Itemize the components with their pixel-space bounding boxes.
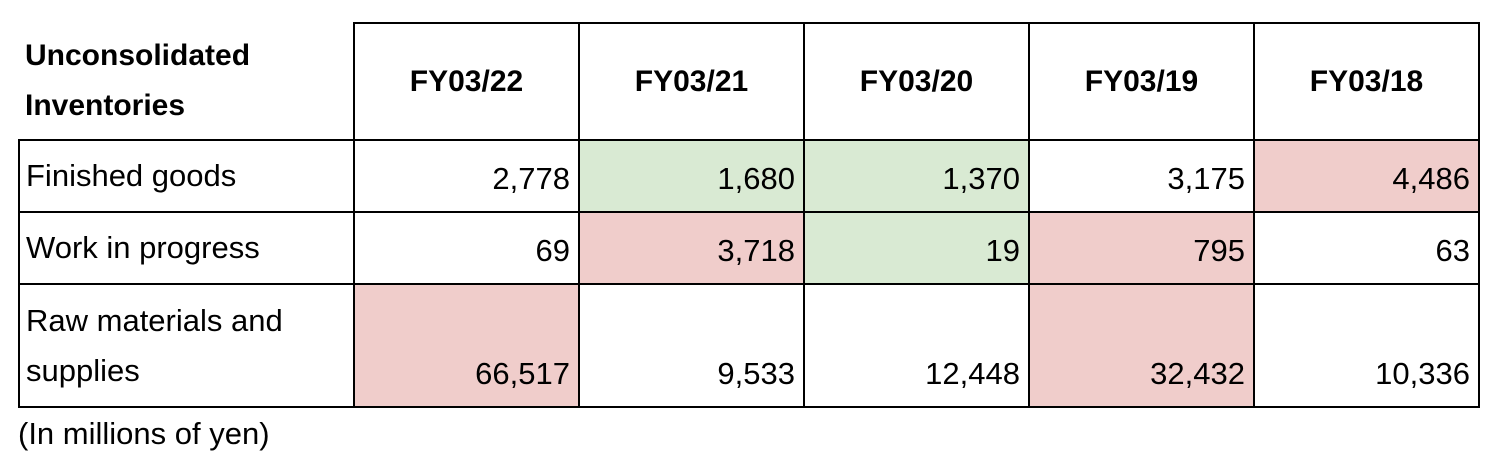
value-cell: 3,718 — [578, 211, 805, 285]
value-cell: 795 — [1028, 211, 1255, 285]
value-cell: 4,486 — [1253, 139, 1480, 213]
column-header: FY03/18 — [1253, 22, 1480, 141]
value-cell: 69 — [353, 211, 580, 285]
column-header: FY03/21 — [578, 22, 805, 141]
column-header: FY03/20 — [803, 22, 1030, 141]
header-row: Unconsolidated Inventories FY03/22 FY03/21… — [19, 22, 1480, 141]
value-cell: 63 — [1253, 211, 1480, 285]
column-header: FY03/22 — [353, 22, 580, 141]
inventory-table: Unconsolidated Inventories FY03/22 FY03/21… — [18, 22, 1480, 408]
data-row: Finished goods 2,778 1,680 1,370 3,175 4,486 — [18, 139, 1480, 213]
note: (In millions of yen) — [18, 416, 270, 451]
value-cell: 1,370 — [803, 139, 1030, 213]
data-row: Raw materials and supplies 66,517 9,533 12,… — [18, 283, 1480, 408]
value-cell: 66,517 — [353, 283, 580, 408]
row-label: Work in progress — [18, 211, 355, 285]
data-row: Work in progress 69 3,718 19 795 63 — [18, 211, 1480, 285]
column-header: FY03/19 — [1028, 22, 1255, 141]
row-label: Raw materials and supplies — [18, 283, 355, 408]
value-cell: 2,778 — [353, 139, 580, 213]
table-container: Unconsolidated Inventories FY03/22 FY03/21… — [18, 22, 1480, 452]
value-cell: 1,680 — [578, 139, 805, 213]
value-cell: 32,432 — [1028, 283, 1255, 408]
value-cell: 12,448 — [803, 283, 1030, 408]
corner-header: Unconsolidated Inventories — [19, 23, 355, 141]
row-label: Finished goods — [18, 139, 355, 213]
value-cell: 10,336 — [1253, 283, 1480, 408]
value-cell: 3,175 — [1028, 139, 1255, 213]
value-cell: 9,533 — [578, 283, 805, 408]
value-cell: 19 — [803, 211, 1030, 285]
